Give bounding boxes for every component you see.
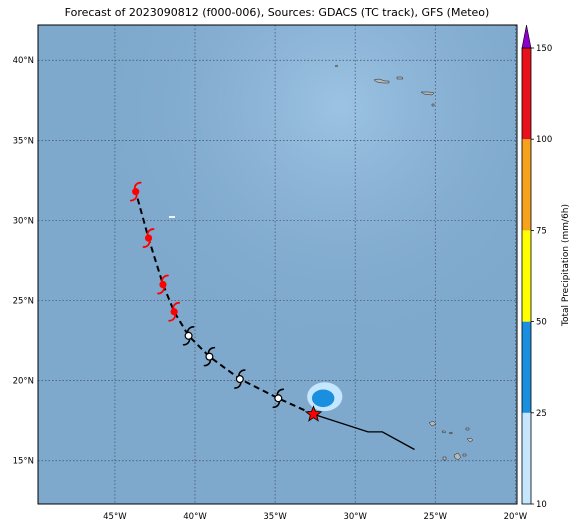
hurricane-symbol bbox=[157, 274, 169, 295]
island-cape-verde-4 bbox=[465, 427, 470, 431]
hurricane-symbol bbox=[168, 301, 181, 322]
lon-tick-label: 30°W bbox=[343, 512, 367, 522]
colorbar-label: Total Precipitation (mm/6h) bbox=[561, 204, 571, 327]
colorbar-tick-label: 150 bbox=[536, 44, 552, 54]
island-cape-verde-1 bbox=[428, 420, 437, 427]
lon-tick-label: 45°W bbox=[103, 512, 127, 522]
precipitation-colorbar: 10 25 50 75 100 150 Total Precipitation (mm/6… bbox=[521, 24, 571, 510]
lon-tick-label: 40°W bbox=[183, 512, 207, 522]
forecast-track-line bbox=[134, 191, 314, 416]
tropical-storm-symbol bbox=[182, 325, 195, 346]
current-position-star bbox=[304, 405, 323, 422]
colorbar-ticks: 10 25 50 75 100 150 bbox=[531, 44, 552, 510]
island-cape-verde-2 bbox=[441, 430, 447, 434]
land-islands bbox=[169, 64, 474, 461]
precipitation-layer bbox=[307, 382, 343, 412]
island-cape-verde-7 bbox=[453, 452, 462, 461]
lon-tick-label: 25°W bbox=[424, 512, 448, 522]
colorbar-tick-label: 50 bbox=[536, 318, 547, 328]
map-title: Forecast of 2023090812 (f000-006), Sourc… bbox=[64, 6, 490, 19]
longitude-labels: 45°W 40°W 35°W 30°W 25°W 20°W bbox=[103, 512, 528, 522]
island-azores-1 bbox=[334, 64, 339, 68]
map-area bbox=[38, 25, 517, 504]
island-cape-verde-6 bbox=[442, 456, 447, 461]
island-azores-2 bbox=[373, 78, 390, 84]
island-azores-4 bbox=[420, 91, 435, 96]
small-speck bbox=[169, 216, 175, 218]
island-cape-verde-5 bbox=[466, 437, 474, 443]
tropical-storm-symbol bbox=[203, 346, 216, 367]
colorbar-bin bbox=[522, 412, 531, 504]
lat-tick-label: 30°N bbox=[13, 216, 34, 226]
colorbar-tick-label: 100 bbox=[536, 135, 552, 145]
island-azores-3 bbox=[396, 76, 404, 80]
lat-tick-label: 20°N bbox=[13, 377, 34, 387]
lat-tick-label: 40°N bbox=[13, 56, 34, 66]
cyclone-track bbox=[129, 181, 415, 451]
ocean-glow bbox=[38, 25, 517, 504]
lat-tick-label: 25°N bbox=[13, 297, 34, 307]
colorbar-tick-label: 75 bbox=[536, 226, 547, 236]
hurricane-symbol bbox=[129, 181, 142, 202]
island-azores-5 bbox=[431, 103, 435, 107]
hurricane-symbol bbox=[142, 228, 155, 248]
island-cape-verde-8 bbox=[462, 453, 467, 457]
colorbar-bins bbox=[522, 48, 531, 504]
colorbar-bin bbox=[522, 321, 531, 413]
map-frame bbox=[37, 24, 518, 505]
tropical-storm-symbol bbox=[272, 388, 285, 409]
colorbar-tick-label: 10 bbox=[536, 500, 547, 510]
island-cape-verde-3 bbox=[448, 431, 453, 435]
colorbar-tick-label: 25 bbox=[536, 409, 547, 419]
colorbar-bin bbox=[522, 48, 531, 140]
past-track-line bbox=[313, 413, 415, 451]
colorbar-frame bbox=[521, 47, 532, 505]
colorbar-bin bbox=[522, 139, 531, 231]
precip-area bbox=[311, 389, 335, 408]
colorbar-bin bbox=[522, 230, 531, 322]
tropical-storm-symbol bbox=[234, 369, 246, 389]
lat-tick-label: 15°N bbox=[13, 457, 34, 467]
colorbar-extend-triangle bbox=[521, 24, 532, 49]
lon-tick-label: 20°W bbox=[504, 512, 528, 522]
latitude-labels: 40°N 35°N 30°N 25°N 20°N 15°N bbox=[13, 56, 34, 467]
lat-tick-label: 35°N bbox=[13, 136, 34, 146]
lon-tick-label: 35°W bbox=[263, 512, 287, 522]
